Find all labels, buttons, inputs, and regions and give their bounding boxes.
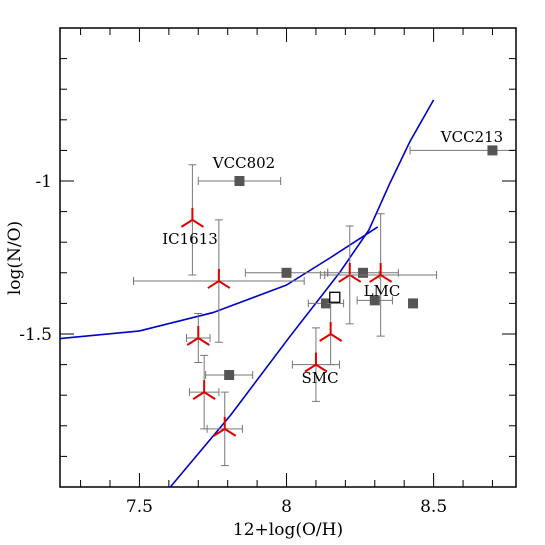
square-marker [487,145,498,156]
tripod-marker [180,207,204,228]
tripod-marker [213,416,237,437]
y-axis-label: log(N/O) [5,221,25,295]
y-tick-label: -1 [35,172,52,192]
x-tick-label: 8.5 [420,497,447,517]
tripod-marker [304,352,328,373]
square-marker [281,267,292,278]
square-marker [234,176,245,186]
model-curve [169,99,435,487]
x-tick-label: 8 [281,497,292,517]
tripod-marker [369,262,393,283]
annotation: SMC [301,369,338,387]
annotation: LMC [364,282,401,300]
square-marker [224,370,235,381]
tripod-marker [207,269,231,289]
annotation: IC1613 [162,230,218,248]
model-curve [60,226,379,340]
plot-area [60,99,516,487]
annotation: VCC802 [212,154,275,172]
plot-frame [59,27,517,488]
x-error-bar [409,146,516,155]
tripod-marker [338,262,362,283]
tripod-marker [192,380,216,400]
tripod-marker [186,325,210,346]
tripod-marker [319,322,343,342]
x-tick-label: 7.5 [126,497,153,517]
square-marker [408,298,419,309]
annotation: VCC213 [440,128,503,146]
square-marker [358,267,369,278]
x-axis-label: 12+log(O/H) [233,520,343,540]
square-marker [369,295,380,306]
square-marker [320,298,331,309]
y-tick-label: -1.5 [19,325,52,345]
open-square-marker [329,291,341,303]
